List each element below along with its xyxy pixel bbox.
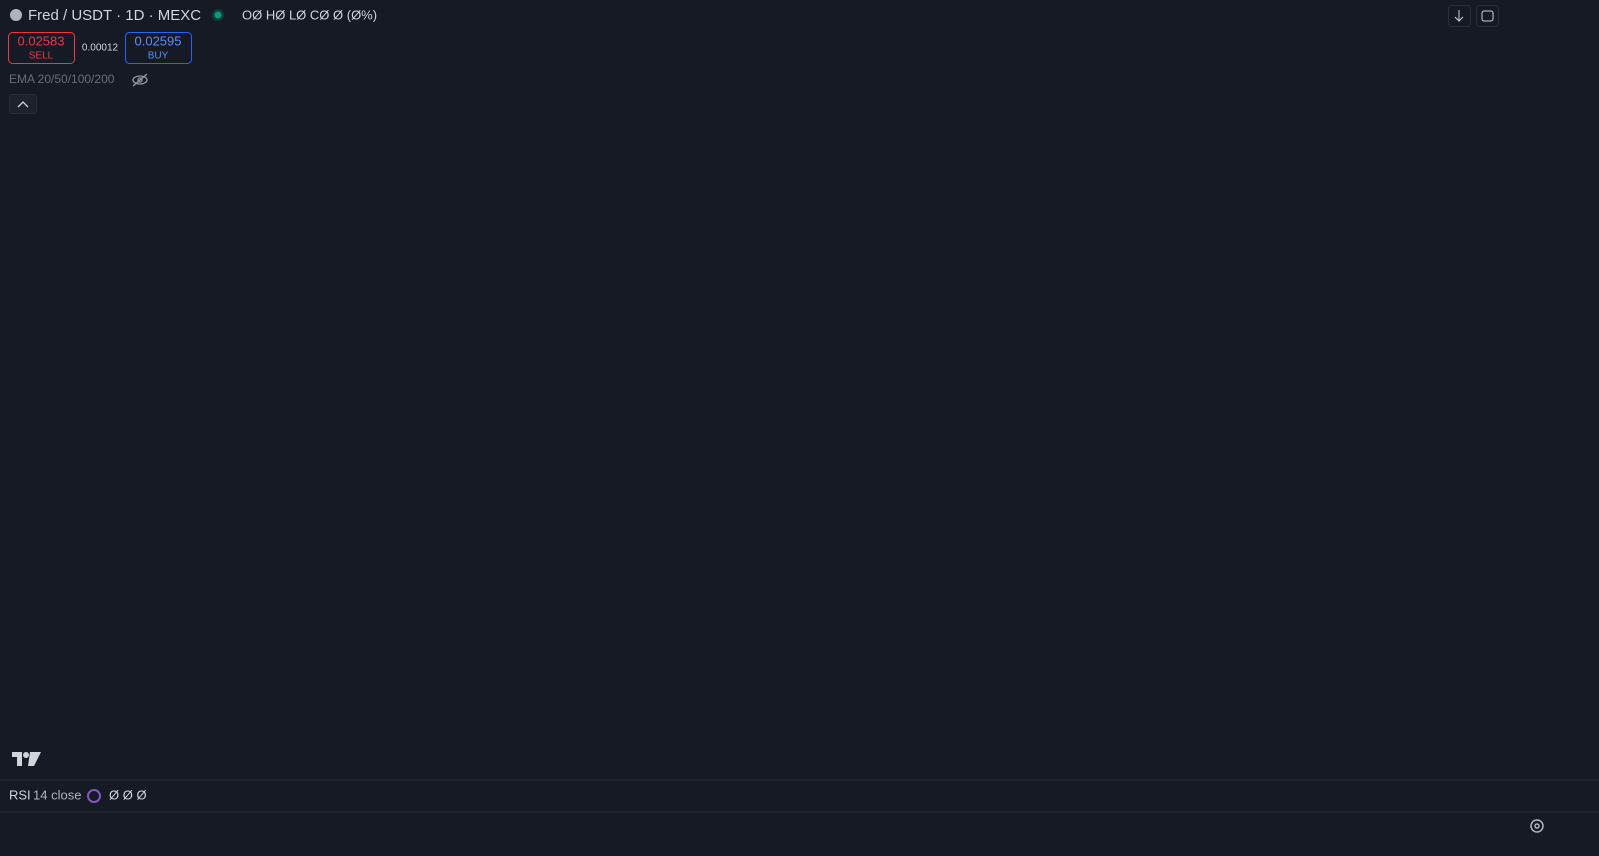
symbol-icon	[10, 9, 22, 21]
settings-icon[interactable]	[1530, 819, 1544, 833]
buy-price: 0.02595	[135, 33, 182, 48]
rsi-params: 14 close	[33, 787, 81, 802]
tradingview-logo	[12, 752, 41, 766]
sell-label: SELL	[29, 51, 54, 62]
fullscreen-icon	[1481, 10, 1494, 22]
fullscreen-button[interactable]	[1476, 5, 1499, 27]
spread: 0.00012	[82, 43, 119, 54]
rsi-values: Ø Ø Ø	[109, 787, 147, 802]
status-dot	[214, 11, 222, 19]
hide-icon[interactable]	[132, 73, 148, 87]
collapse-button[interactable]	[9, 94, 37, 114]
rsi-name: RSI	[9, 787, 31, 802]
collapse-icon	[17, 101, 29, 108]
symbol-title: Fred / USDT · 1D · MEXC	[28, 7, 201, 24]
buy-button[interactable]	[125, 32, 192, 64]
sell-price: 0.02583	[18, 33, 65, 48]
sell-button[interactable]	[8, 32, 75, 64]
indicator-label: EMA 20/50/100/200	[9, 72, 115, 86]
rsi-icon	[87, 789, 101, 803]
scroll-icon	[1454, 10, 1464, 22]
ohlc-legend: OØ HØ LØ CØ Ø (Ø%)	[242, 7, 377, 22]
buy-label: BUY	[148, 51, 169, 62]
